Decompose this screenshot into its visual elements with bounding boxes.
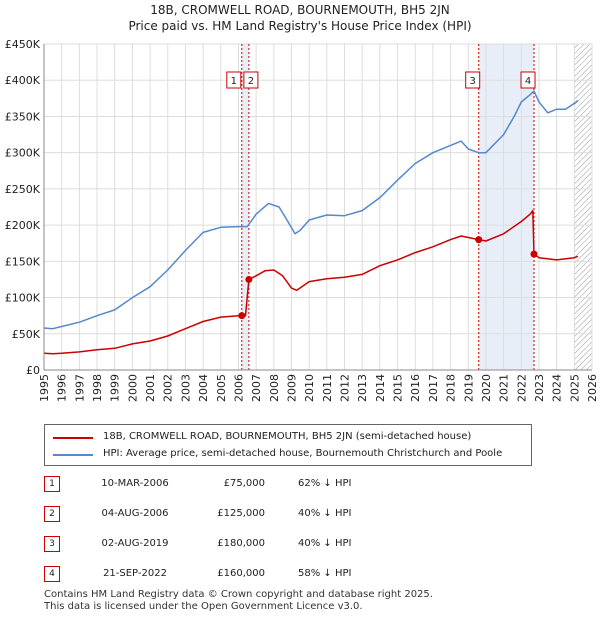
x-tick-label: 2023 (533, 374, 546, 402)
marker-label: 2 (248, 76, 254, 87)
x-tick-label: 2004 (197, 374, 210, 402)
sale-hpi-diff: 58% ↓ HPI (298, 568, 352, 579)
x-tick-label: 2016 (409, 374, 422, 402)
x-tick-label: 1999 (109, 374, 122, 402)
marker-label-box (243, 71, 259, 89)
x-tick-label: 2015 (392, 374, 405, 402)
hpi-line (43, 90, 579, 330)
x-tick-label: 2022 (515, 374, 528, 402)
forecast-hatch (574, 44, 592, 370)
legend-line-property (53, 437, 93, 439)
x-tick-label: 2014 (374, 374, 387, 402)
marker-label: 1 (231, 76, 237, 87)
x-tick-label: 2025 (568, 374, 581, 402)
x-tick-label: 2017 (427, 374, 440, 402)
x-tick-label: 2002 (162, 374, 175, 402)
shaded-range (241, 44, 249, 370)
property-price-line (43, 209, 579, 355)
x-tick-label: 2011 (321, 374, 334, 402)
sale-number-badge: 4 (44, 566, 60, 582)
chart-title: 18B, CROMWELL ROAD, BOURNEMOUTH, BH5 2JN (150, 3, 450, 17)
sale-date: 10-MAR-2006 (101, 478, 169, 489)
x-tick-label: 1997 (73, 374, 86, 402)
x-tick-label: 2005 (215, 374, 228, 402)
x-tick-label: 2012 (339, 374, 352, 402)
x-tick-label: 2019 (462, 374, 475, 402)
y-tick-label: £200K (5, 219, 41, 232)
copyright-notice: Contains HM Land Registry data © Crown c… (44, 589, 433, 600)
marker-label: 3 (470, 76, 476, 87)
license-notice: This data is licensed under the Open Gov… (44, 601, 363, 612)
x-tick-label: 2001 (144, 374, 157, 402)
x-tick-label: 2010 (303, 374, 316, 402)
x-tick-label: 2000 (126, 374, 139, 402)
legend-label-hpi: HPI: Average price, semi-detached house,… (103, 448, 503, 459)
sale-point (530, 250, 538, 258)
x-tick-label: 1996 (56, 374, 69, 402)
x-tick-label: 2007 (250, 374, 263, 402)
sale-price: £75,000 (223, 478, 265, 489)
sale-point (245, 275, 253, 283)
marker-label-box (465, 71, 481, 89)
sale-price: £180,000 (217, 538, 265, 549)
sale-price: £160,000 (217, 568, 265, 579)
table-row: 4 21-SEP-2022 £160,000 58% ↓ HPI (0, 564, 600, 584)
x-tick-label: 2009 (285, 374, 298, 402)
legend-line-hpi (53, 454, 93, 456)
chart-legend: 18B, CROMWELL ROAD, BOURNEMOUTH, BH5 2JN… (44, 424, 532, 466)
sale-number-badge: 2 (44, 506, 60, 522)
y-tick-label: £100K (5, 292, 41, 305)
sale-hpi-diff: 40% ↓ HPI (298, 508, 352, 519)
sale-point (475, 236, 483, 244)
y-tick-label: £150K (5, 255, 41, 268)
table-row: 1 10-MAR-2006 £75,000 62% ↓ HPI (0, 474, 600, 494)
sale-date: 21-SEP-2022 (103, 568, 167, 579)
marker-label-box (520, 71, 536, 89)
y-tick-label: £400K (5, 74, 41, 87)
y-tick-label: £300K (5, 147, 41, 160)
sale-date: 02-AUG-2019 (101, 538, 169, 549)
legend-label-property: 18B, CROMWELL ROAD, BOURNEMOUTH, BH5 2JN… (103, 431, 472, 442)
sale-number-badge: 3 (44, 536, 60, 552)
sale-number-badge: 1 (44, 476, 60, 492)
table-row: 3 02-AUG-2019 £180,000 40% ↓ HPI (0, 534, 600, 554)
marker-label: 4 (525, 76, 531, 87)
x-tick-label: 2026 (586, 374, 599, 402)
x-tick-label: 1998 (91, 374, 104, 402)
x-tick-label: 2008 (268, 374, 281, 402)
price-chart: £0 £50K £100K £150K £200K £250K £300K £350K £400… (5, 38, 599, 402)
y-tick-label: £250K (5, 183, 41, 196)
sale-hpi-diff: 40% ↓ HPI (298, 538, 352, 549)
y-tick-label: £350K (5, 110, 41, 123)
x-tick-label: 2018 (445, 374, 458, 402)
x-tick-label: 2003 (179, 374, 192, 402)
y-tick-label: £450K (5, 38, 41, 51)
x-tick-label: 2020 (480, 374, 493, 402)
x-tick-label: 2021 (498, 374, 511, 402)
sale-point (238, 312, 246, 320)
x-tick-label: 2013 (356, 374, 369, 402)
table-row: 2 04-AUG-2006 £125,000 40% ↓ HPI (0, 504, 600, 524)
sale-price: £125,000 (217, 508, 265, 519)
x-tick-label: 2024 (551, 374, 564, 402)
marker-label-box (226, 71, 242, 89)
sale-hpi-diff: 62% ↓ HPI (298, 478, 352, 489)
x-tick-label: 1995 (38, 374, 51, 402)
y-tick-label: £0 (26, 364, 40, 377)
x-tick-label: 2006 (232, 374, 245, 402)
shaded-range (478, 44, 535, 370)
chart-subtitle: Price paid vs. HM Land Registry's House … (128, 19, 472, 33)
y-tick-label: £50K (12, 328, 41, 341)
sale-date: 04-AUG-2006 (101, 508, 169, 519)
